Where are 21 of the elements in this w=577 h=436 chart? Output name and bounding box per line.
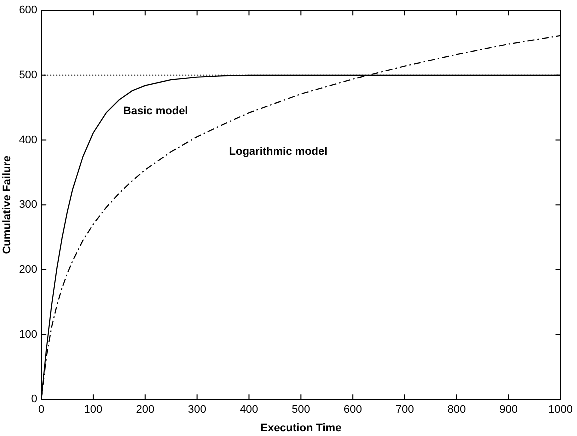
series-label: Basic model: [123, 106, 188, 118]
y-tick-label: 600: [19, 4, 38, 17]
x-tick-label: 1000: [548, 404, 574, 416]
x-tick-label: 100: [84, 404, 103, 416]
x-tick-label: 800: [448, 404, 466, 416]
y-tick-label: 100: [19, 328, 38, 341]
y-tick-label: 400: [19, 134, 38, 146]
x-axis-title: Execution Time: [260, 422, 342, 434]
text: Logarithmic model: [229, 146, 328, 158]
y-tick-label: 500: [19, 69, 38, 82]
y-tick-label: 200: [19, 264, 38, 276]
x-tick-label: 500: [292, 404, 310, 416]
x-tick-label: 300: [188, 404, 206, 416]
x-tick-label: 400: [240, 404, 258, 416]
x-tick-label: 900: [500, 404, 518, 416]
y-tick-label: 300: [19, 199, 38, 212]
y-tick-label: 0: [31, 394, 38, 406]
y-axis-title: Cumulative Failure: [2, 156, 14, 254]
x-tick-label: 600: [344, 404, 362, 416]
x-tick-label: 700: [396, 404, 414, 416]
x-tick-label: 200: [136, 404, 155, 416]
